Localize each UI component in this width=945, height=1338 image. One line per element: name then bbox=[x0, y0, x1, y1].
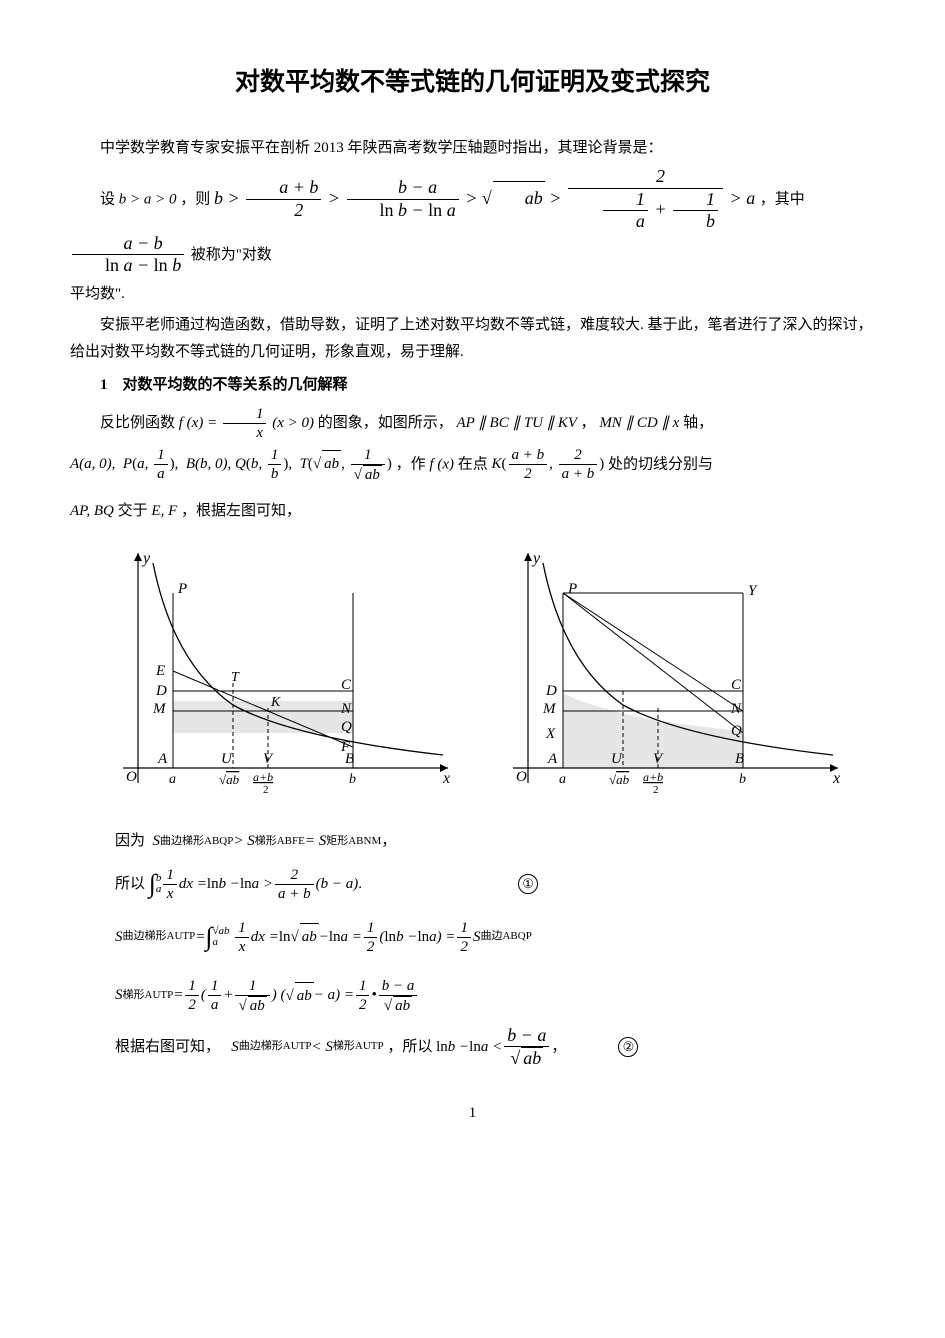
svg-text:P: P bbox=[177, 581, 187, 597]
text: 设 bbox=[100, 192, 115, 208]
text: ，则 bbox=[180, 192, 210, 208]
eq-marker-1: ① bbox=[518, 874, 538, 894]
text: 反比例函数 bbox=[100, 415, 175, 431]
svg-text:T: T bbox=[231, 670, 240, 685]
figure-right: y x O P Y D M X C N Q A U V B a √ab a+b … bbox=[483, 543, 853, 808]
svg-text:U: U bbox=[611, 751, 623, 767]
svg-text:b: b bbox=[739, 772, 746, 787]
svg-text:2: 2 bbox=[653, 784, 659, 796]
para-ef: AP, BQ 交于 E, F ，根据左图可知， bbox=[70, 498, 875, 525]
svg-text:O: O bbox=[516, 769, 527, 785]
svg-text:a+b: a+b bbox=[643, 770, 663, 784]
svg-text:A: A bbox=[157, 751, 168, 767]
text: 的图象，如图所示， bbox=[318, 415, 453, 431]
text: ，根据左图可知， bbox=[181, 503, 301, 519]
svg-text:D: D bbox=[155, 683, 167, 699]
axis-x-label: x bbox=[442, 770, 450, 787]
svg-text:Q: Q bbox=[341, 719, 352, 735]
svg-text:C: C bbox=[731, 677, 742, 693]
svg-text:√ab: √ab bbox=[219, 772, 240, 787]
text: 在点 bbox=[458, 456, 488, 472]
svg-text:B: B bbox=[345, 751, 354, 767]
intro-para: 中学数学教育专家安振平在剖析 2013 年陕西高考数学压轴题时指出，其理论背景是… bbox=[70, 135, 875, 162]
svg-text:M: M bbox=[152, 701, 167, 717]
page-number: 1 bbox=[70, 1100, 875, 1127]
inequality-line: 设 b > a > 0 ，则 b > a + b2 > b − aln b − … bbox=[70, 166, 875, 277]
svg-text:E: E bbox=[155, 663, 165, 679]
page-title: 对数平均数不等式链的几何证明及变式探究 bbox=[70, 60, 875, 105]
eq-marker-2: ② bbox=[618, 1037, 638, 1057]
svg-text:b: b bbox=[349, 772, 356, 787]
svg-text:√ab: √ab bbox=[609, 772, 630, 787]
text: 轴， bbox=[683, 415, 713, 431]
section-heading: 1 对数平均数的不等关系的几何解释 bbox=[70, 372, 875, 399]
axis-y-label: y bbox=[141, 550, 151, 567]
svg-text:A: A bbox=[547, 751, 558, 767]
figures-row: y x O P E D M T K C N Q F A U V B a √ab … bbox=[70, 543, 875, 808]
explain-para: 安振平老师通过构造函数，借助导数，证明了上述对数平均数不等式链，难度较大. 基于… bbox=[70, 312, 875, 366]
conclusion-2: 根据右图可知， S曲边梯形AUTP < S梯形AUTP ，所以 ln b − l… bbox=[115, 1025, 875, 1070]
svg-text:D: D bbox=[545, 683, 557, 699]
svg-text:N: N bbox=[730, 701, 742, 717]
svg-text:X: X bbox=[545, 726, 556, 742]
svg-text:M: M bbox=[542, 701, 557, 717]
svg-text:C: C bbox=[341, 677, 352, 693]
svg-text:N: N bbox=[340, 701, 352, 717]
para-fx: 反比例函数 f (x) = 1x (x > 0) 的图象，如图所示， AP ∥ … bbox=[70, 405, 875, 442]
text: 处的切线分别与 bbox=[608, 456, 713, 472]
text: 被称为"对数 bbox=[191, 247, 272, 263]
svg-text:K: K bbox=[270, 695, 281, 710]
svg-text:Q: Q bbox=[731, 723, 742, 739]
figure-left: y x O P E D M T K C N Q F A U V B a √ab … bbox=[93, 543, 463, 808]
svg-text:x: x bbox=[832, 770, 840, 787]
svg-text:2: 2 bbox=[263, 784, 269, 796]
para-points: A(a, 0), P(a, 1a), B(b, 0), Q(b, 1b), T(… bbox=[70, 446, 875, 484]
trap-area: S梯形AUTP = 12 (1a + 1ab) (ab − a) = 12 • … bbox=[115, 977, 875, 1015]
text: ，其中 bbox=[760, 192, 805, 208]
svg-text:P: P bbox=[567, 581, 577, 597]
svg-text:y: y bbox=[531, 550, 541, 567]
svg-text:O: O bbox=[126, 769, 137, 785]
para-cont: 平均数". bbox=[70, 281, 875, 308]
area-ineq-1: 因为 S曲边梯形ABQP > S梯形ABFE = S矩形ABNM ， bbox=[115, 828, 875, 855]
integral-2: S曲边梯形AUTP = ∫√aba 1x dx = ln ab − ln a =… bbox=[115, 914, 875, 961]
text: ，作 bbox=[396, 456, 426, 472]
svg-text:a: a bbox=[559, 772, 566, 787]
integral-1: 所以 ∫ba 1x dx = ln b − ln a > 2a + b (b −… bbox=[115, 861, 875, 908]
svg-text:U: U bbox=[221, 751, 233, 767]
svg-text:a+b: a+b bbox=[253, 770, 273, 784]
svg-text:B: B bbox=[735, 751, 744, 767]
svg-text:a: a bbox=[169, 772, 176, 787]
text: 交于 bbox=[118, 503, 148, 519]
